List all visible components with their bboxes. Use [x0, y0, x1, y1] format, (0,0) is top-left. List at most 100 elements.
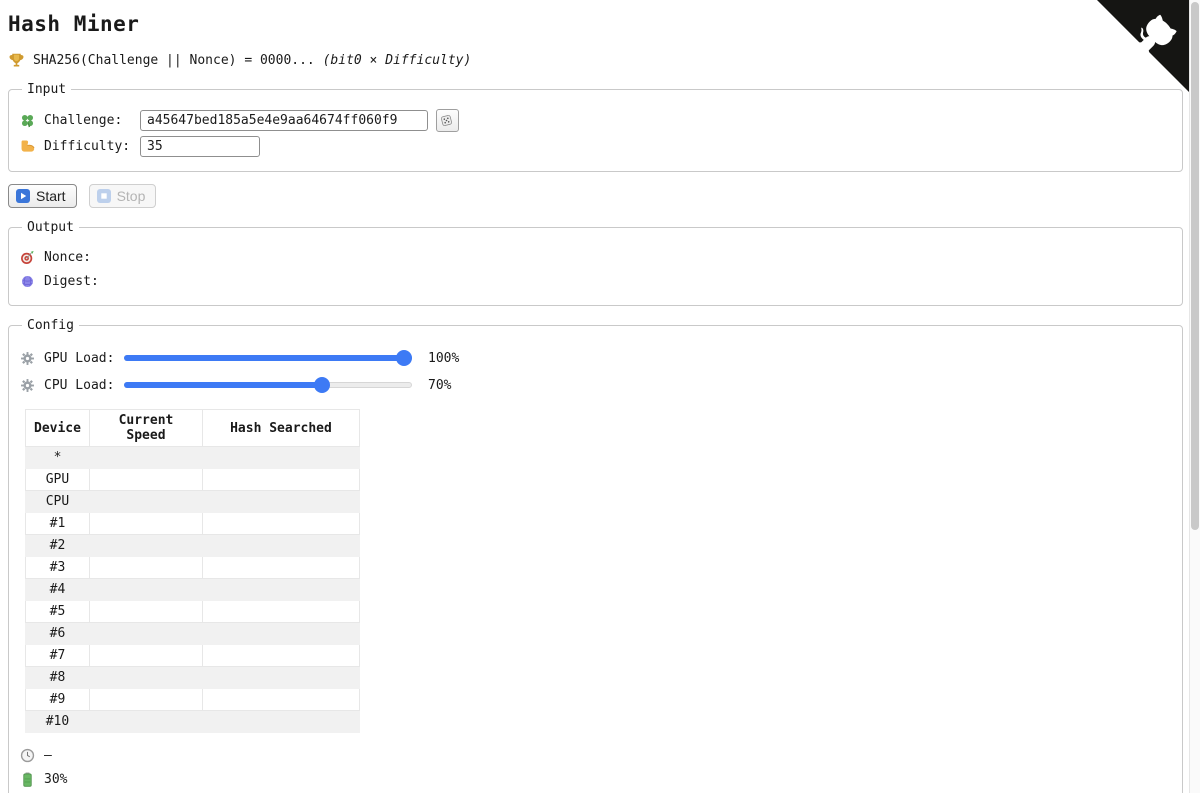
device-cell: #7 — [25, 644, 90, 667]
clover-icon — [19, 112, 36, 129]
speed-cell — [88, 622, 203, 645]
digest-row: Digest: — [19, 271, 1172, 291]
speed-cell — [88, 468, 203, 491]
scrollbar-thumb[interactable] — [1191, 2, 1199, 530]
output-legend: Output — [27, 220, 74, 235]
config-section: Config GPU Load: 100% CPU Load: — [8, 318, 1183, 793]
hash-cell — [201, 578, 360, 601]
hash-cell — [201, 710, 360, 733]
table-row: #1 — [25, 512, 360, 535]
gpu-load-value: 100% — [428, 350, 460, 366]
gpu-slider-thumb[interactable] — [396, 350, 412, 366]
table-row: #7 — [25, 644, 360, 667]
device-cell: * — [25, 446, 90, 469]
battery-value: 30% — [44, 771, 68, 787]
slider-fill — [124, 355, 412, 361]
table-row: #4 — [25, 578, 360, 601]
challenge-row: Challenge: — [19, 109, 1172, 132]
device-cell: GPU — [25, 468, 90, 491]
hash-cell — [201, 666, 360, 689]
clock-icon — [19, 747, 36, 764]
input-legend: Input — [27, 82, 67, 97]
trophy-icon — [8, 52, 25, 69]
gear-icon — [19, 377, 36, 394]
hash-cell — [201, 688, 360, 711]
table-row: CPU — [25, 490, 360, 513]
play-icon — [16, 189, 30, 203]
table-row: #3 — [25, 556, 360, 579]
vertical-scrollbar[interactable] — [1189, 0, 1200, 793]
speed-cell — [88, 666, 203, 689]
hash-cell — [201, 468, 360, 491]
table-header-row: Device Current Speed Hash Searched — [25, 409, 360, 447]
speed-cell — [88, 600, 203, 623]
table-row: #10 — [25, 710, 360, 733]
devices-table: Device Current Speed Hash Searched * GPU… — [25, 409, 360, 733]
difficulty-row: Difficulty: — [19, 136, 1172, 157]
device-cell: #2 — [25, 534, 90, 557]
hash-cell — [201, 600, 360, 623]
control-buttons: Start Stop — [8, 184, 1183, 208]
difficulty-input[interactable] — [140, 136, 260, 157]
formula-text: SHA256(Challenge || Nonce) = 0000... (bi… — [33, 53, 472, 68]
speed-cell — [88, 710, 203, 733]
device-cell: CPU — [25, 490, 90, 513]
table-row: * — [25, 446, 360, 469]
output-section: Output Nonce: Digest: — [8, 220, 1183, 306]
random-challenge-button[interactable] — [436, 109, 459, 132]
device-cell: #10 — [25, 710, 90, 733]
device-column-header: Device — [25, 409, 90, 447]
stop-button-label: Stop — [116, 188, 146, 204]
hash-cell — [201, 644, 360, 667]
cpu-load-slider[interactable] — [124, 377, 412, 393]
battery-icon — [19, 771, 36, 788]
speed-cell — [88, 534, 203, 557]
speed-cell — [88, 446, 203, 469]
yarn-icon — [19, 273, 36, 290]
target-icon — [19, 249, 36, 266]
elapsed-row: – — [19, 745, 1172, 765]
challenge-input[interactable] — [140, 110, 428, 131]
device-cell: #4 — [25, 578, 90, 601]
device-cell: #9 — [25, 688, 90, 711]
nonce-row: Nonce: — [19, 247, 1172, 267]
speed-cell — [88, 556, 203, 579]
muscle-icon — [19, 138, 36, 155]
speed-cell — [88, 578, 203, 601]
digest-label: Digest: — [44, 273, 99, 289]
speed-cell — [88, 512, 203, 535]
gpu-load-label: GPU Load: — [44, 350, 115, 366]
hash-cell — [201, 512, 360, 535]
speed-cell — [88, 688, 203, 711]
cpu-load-row: CPU Load: 70% — [19, 375, 1172, 395]
device-cell: #6 — [25, 622, 90, 645]
challenge-label: Challenge: — [44, 113, 123, 128]
hash-cell — [201, 446, 360, 469]
table-row: #5 — [25, 600, 360, 623]
slider-fill — [124, 382, 326, 388]
hash-cell — [201, 534, 360, 557]
device-cell: #1 — [25, 512, 90, 535]
hash-cell — [201, 622, 360, 645]
battery-row: 30% — [19, 769, 1172, 789]
stop-button[interactable]: Stop — [88, 184, 157, 208]
github-corner-link[interactable] — [1097, 0, 1189, 92]
elapsed-value: – — [44, 747, 52, 763]
gpu-load-slider[interactable] — [124, 350, 412, 366]
cpu-load-label: CPU Load: — [44, 377, 115, 393]
formula-difficulty-note: (bit0 × Difficulty) — [322, 53, 472, 68]
github-octocat-icon — [1097, 0, 1189, 92]
speed-cell — [88, 490, 203, 513]
start-button[interactable]: Start — [8, 184, 77, 208]
nonce-label: Nonce: — [44, 249, 91, 265]
table-row: #6 — [25, 622, 360, 645]
hash-cell — [201, 556, 360, 579]
config-legend: Config — [27, 318, 74, 333]
table-row: GPU — [25, 468, 360, 491]
difficulty-label: Difficulty: — [44, 139, 131, 154]
hash-cell — [201, 490, 360, 513]
cpu-slider-thumb[interactable] — [314, 377, 331, 393]
cpu-load-value: 70% — [428, 377, 452, 393]
dice-icon — [439, 113, 456, 128]
page-title: Hash Miner — [8, 12, 140, 36]
